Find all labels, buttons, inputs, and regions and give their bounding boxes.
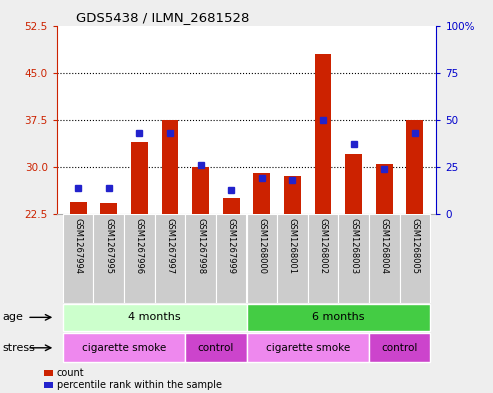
Text: GDS5438 / ILMN_2681528: GDS5438 / ILMN_2681528 bbox=[76, 11, 249, 24]
Bar bbox=[345, 154, 362, 214]
Text: 4 months: 4 months bbox=[128, 312, 181, 322]
FancyBboxPatch shape bbox=[94, 214, 124, 303]
Bar bbox=[100, 203, 117, 214]
Text: GSM1268000: GSM1268000 bbox=[257, 218, 266, 274]
Text: GSM1268005: GSM1268005 bbox=[410, 218, 420, 274]
FancyBboxPatch shape bbox=[399, 214, 430, 303]
Text: 6 months: 6 months bbox=[312, 312, 365, 322]
Bar bbox=[406, 120, 423, 214]
Text: control: control bbox=[198, 343, 234, 353]
FancyBboxPatch shape bbox=[277, 214, 308, 303]
Text: cigarette smoke: cigarette smoke bbox=[266, 343, 350, 353]
Text: cigarette smoke: cigarette smoke bbox=[82, 343, 166, 353]
Text: GSM1267997: GSM1267997 bbox=[166, 218, 175, 274]
Bar bbox=[162, 120, 178, 214]
FancyBboxPatch shape bbox=[63, 214, 94, 303]
FancyBboxPatch shape bbox=[185, 333, 246, 362]
Text: GSM1268001: GSM1268001 bbox=[288, 218, 297, 274]
Text: age: age bbox=[2, 312, 23, 322]
FancyBboxPatch shape bbox=[338, 214, 369, 303]
FancyBboxPatch shape bbox=[63, 333, 185, 362]
Bar bbox=[315, 54, 331, 214]
FancyBboxPatch shape bbox=[63, 304, 246, 331]
FancyBboxPatch shape bbox=[216, 214, 246, 303]
Text: stress: stress bbox=[2, 343, 35, 353]
Bar bbox=[253, 173, 270, 214]
FancyBboxPatch shape bbox=[246, 304, 430, 331]
FancyBboxPatch shape bbox=[369, 214, 399, 303]
FancyBboxPatch shape bbox=[124, 214, 155, 303]
Text: GSM1268003: GSM1268003 bbox=[349, 218, 358, 274]
Bar bbox=[70, 202, 87, 214]
FancyBboxPatch shape bbox=[246, 333, 369, 362]
FancyBboxPatch shape bbox=[308, 214, 338, 303]
Legend: count, percentile rank within the sample: count, percentile rank within the sample bbox=[44, 368, 222, 390]
Text: control: control bbox=[382, 343, 418, 353]
FancyBboxPatch shape bbox=[155, 214, 185, 303]
Text: GSM1267994: GSM1267994 bbox=[73, 218, 83, 274]
Text: GSM1268004: GSM1268004 bbox=[380, 218, 389, 274]
Text: GSM1267998: GSM1267998 bbox=[196, 218, 205, 274]
FancyBboxPatch shape bbox=[185, 214, 216, 303]
Bar bbox=[376, 164, 393, 214]
Bar bbox=[223, 198, 240, 214]
Bar bbox=[192, 167, 209, 214]
Text: GSM1267999: GSM1267999 bbox=[227, 218, 236, 274]
FancyBboxPatch shape bbox=[369, 333, 430, 362]
Bar bbox=[131, 142, 148, 214]
Text: GSM1267995: GSM1267995 bbox=[104, 218, 113, 274]
FancyBboxPatch shape bbox=[246, 214, 277, 303]
Text: GSM1268002: GSM1268002 bbox=[318, 218, 327, 274]
Text: GSM1267996: GSM1267996 bbox=[135, 218, 144, 274]
Bar bbox=[284, 176, 301, 214]
